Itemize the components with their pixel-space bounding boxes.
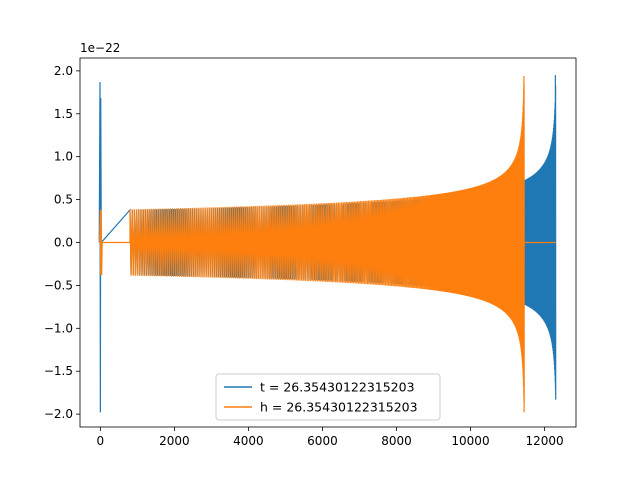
plot-area [98,75,557,413]
x-tick-label: 4000 [233,434,264,448]
x-tick-label: 12000 [525,434,563,448]
y-tick-label: −2.0 [44,407,73,421]
y-tick-label: 1.0 [54,150,73,164]
legend-label: h = 26.35430122315203 [260,400,418,415]
series-h-line [99,76,556,413]
axes: 0 2000 4000 6000 8000 10000 12000 2.0 1.5 1.0 0.5 0… [44,57,577,448]
y-offset-label: 1e−22 [80,41,120,55]
x-tick-label: 10000 [451,434,489,448]
y-tick-label: −1.0 [44,321,73,335]
legend-box [215,373,441,421]
x-tick-label: 6000 [307,434,338,448]
x-tick-label: 2000 [159,434,190,448]
y-tick-label: 0.5 [54,193,73,207]
y-tick-label: −0.5 [44,278,73,292]
x-tick-label: 8000 [381,434,412,448]
y-tick-label: 1.5 [54,107,73,121]
y-tick-label: −1.5 [44,364,73,378]
y-tick-label: 0.0 [54,236,73,250]
y-tick-label: 2.0 [54,64,73,78]
x-tick-label: 0 [97,434,105,448]
legend: t = 26.35430122315203 h = 26.354301223152… [215,373,441,421]
legend-label: t = 26.35430122315203 [260,380,415,395]
